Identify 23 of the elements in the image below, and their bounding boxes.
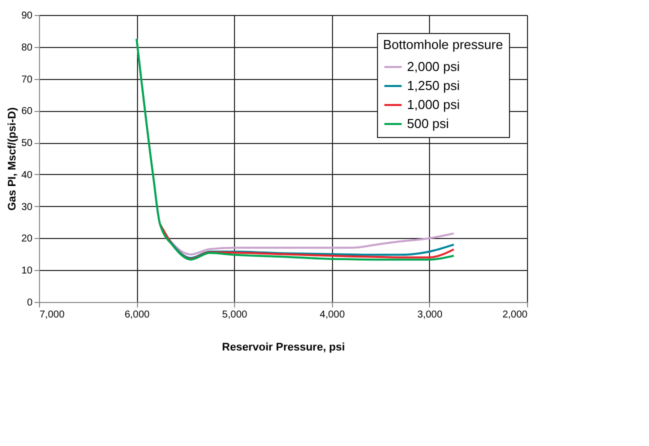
x-tick-label: 5,000 [222,310,248,320]
y-tick-label: 50 [21,138,33,150]
x-axis-title: Reservoir Pressure, psi [222,342,345,354]
legend-label: 2,000 psi [407,59,460,74]
x-tick-label: 2,000 [502,310,528,320]
y-tick-label: 60 [21,106,33,118]
y-tick-label: 90 [21,10,33,22]
x-tick-label: 6,000 [124,310,150,320]
x-tick-label: 4,000 [320,310,346,320]
legend-label: 1,250 psi [407,78,460,93]
x-tick-label: 7,000 [40,310,65,320]
y-tick-label: 30 [21,202,33,213]
y-tick-label: 70 [21,74,33,86]
x-tick-label: 3,000 [417,310,443,320]
legend-title: Bottomhole pressure [383,37,503,52]
y-tick-label: 80 [21,42,33,54]
y-tick-label: 10 [21,266,33,277]
legend-label: 1,000 psi [407,97,460,112]
y-tick-label: 20 [21,234,33,245]
y-axis-title: Gas PI, Mscf/(psi-D) [6,107,18,211]
y-tick-label: 0 [26,298,33,308]
legend-label: 500 psi [407,116,450,131]
y-tick-label: 40 [21,170,33,181]
